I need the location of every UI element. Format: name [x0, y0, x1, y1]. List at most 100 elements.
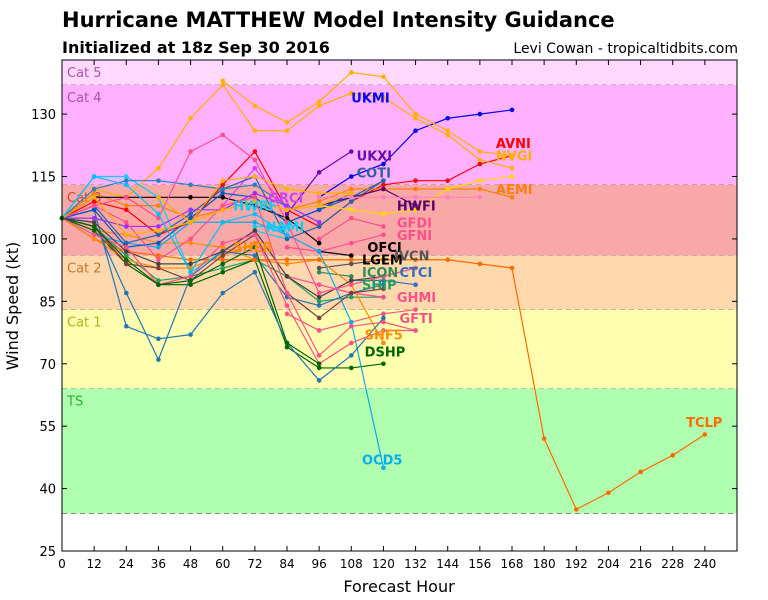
data-point	[188, 219, 193, 225]
data-point	[381, 315, 386, 321]
data-point	[413, 282, 418, 287]
data-point	[702, 432, 708, 437]
data-point	[91, 207, 97, 213]
x-tick-label: 156	[468, 557, 491, 571]
series-label-gfni: GFNI	[397, 229, 432, 244]
data-point	[316, 294, 322, 300]
data-point	[252, 232, 258, 238]
series-line	[319, 250, 352, 257]
axes: 0 12 24 36 48 60 72 84 96 108 120 132 144 156 168 180 19…	[31, 60, 737, 571]
data-point	[348, 324, 354, 329]
data-point	[252, 182, 258, 188]
data-point	[381, 161, 386, 167]
data-point	[348, 257, 354, 263]
x-tick-label: 240	[693, 557, 716, 571]
series-label-lgem: LGEM	[362, 254, 403, 269]
data-point	[413, 307, 418, 312]
data-point	[252, 195, 258, 200]
data-point	[381, 361, 386, 367]
band-label-cat-5: Cat 5	[67, 66, 102, 81]
data-point	[188, 240, 193, 246]
data-point	[220, 240, 226, 246]
x-tick-label: 60	[215, 557, 230, 571]
data-point	[252, 211, 258, 217]
data-point	[220, 132, 226, 138]
series-line	[61, 192, 352, 248]
data-point	[381, 311, 386, 317]
series-label-ghmi: GHMI	[397, 291, 436, 306]
data-point	[381, 257, 386, 263]
data-point	[91, 228, 97, 233]
data-point	[188, 195, 193, 200]
data-point	[316, 103, 322, 109]
y-tick-label: 40	[39, 483, 56, 498]
data-point	[316, 224, 322, 229]
data-point	[348, 278, 354, 283]
data-point	[188, 282, 193, 287]
series-label-hwrf: HWRF	[233, 200, 277, 215]
series-unlabeled-40	[316, 195, 483, 200]
data-point	[348, 253, 354, 258]
data-point	[573, 507, 579, 512]
data-point	[188, 257, 193, 263]
data-point	[381, 224, 386, 229]
y-tick-label: 115	[31, 171, 56, 186]
data-point	[477, 157, 483, 163]
data-point	[413, 115, 418, 121]
data-point	[477, 111, 483, 117]
y-tick-label: 85	[39, 295, 56, 310]
series-label-dshp: DSHP	[365, 345, 406, 360]
data-point	[252, 165, 258, 171]
data-point	[220, 253, 226, 258]
series-unlabeled-37	[220, 70, 515, 159]
data-point	[252, 219, 258, 225]
data-point	[413, 203, 418, 208]
series-label-shf5: SHF5	[365, 329, 403, 344]
data-point	[316, 269, 322, 275]
series-icon	[316, 269, 354, 279]
y-tick-label: 55	[39, 420, 56, 435]
band-ts	[62, 388, 737, 514]
series-label-ukmi: UKMI	[351, 91, 389, 106]
series-label-ship: SHIP	[362, 279, 397, 294]
data-point	[220, 207, 226, 213]
data-point	[316, 249, 322, 254]
data-point	[123, 182, 129, 188]
data-point	[91, 186, 97, 192]
data-point	[413, 186, 418, 192]
data-point	[252, 157, 258, 163]
data-point	[316, 240, 322, 246]
data-point	[91, 195, 97, 200]
series-label-ukxi: UKXI	[357, 150, 393, 165]
data-point	[477, 161, 483, 167]
data-point	[220, 178, 226, 183]
x-tick-label: 108	[340, 557, 363, 571]
data-point	[252, 103, 258, 109]
x-tick-label: 48	[183, 557, 198, 571]
series-line	[61, 217, 416, 365]
data-point	[477, 195, 483, 200]
data-point	[381, 278, 386, 283]
data-point	[316, 99, 322, 104]
data-point	[123, 240, 129, 246]
data-point	[381, 274, 386, 279]
data-point	[123, 253, 129, 258]
data-point	[316, 190, 322, 196]
data-point	[188, 115, 193, 121]
data-point	[348, 240, 354, 246]
data-point	[188, 182, 193, 188]
data-point	[348, 190, 354, 196]
y-tick-label: 25	[39, 545, 56, 560]
data-point	[123, 257, 129, 263]
data-point	[252, 228, 258, 233]
data-point	[284, 236, 290, 242]
data-point	[252, 203, 258, 208]
data-point	[220, 265, 226, 271]
data-point	[509, 174, 515, 179]
data-point	[348, 340, 354, 346]
data-point	[91, 203, 97, 208]
data-point	[284, 186, 290, 192]
data-point	[188, 236, 193, 242]
data-point	[188, 278, 193, 283]
plot-frame	[61, 59, 738, 552]
